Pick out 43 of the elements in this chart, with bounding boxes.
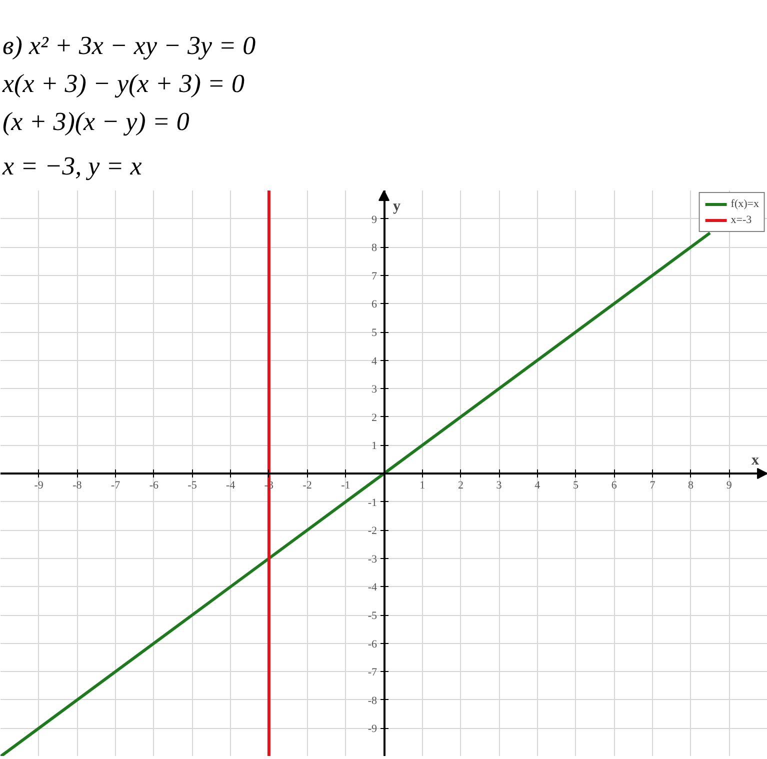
y-tick-label: 2 (372, 412, 377, 424)
y-tick-label: 7 (372, 270, 378, 282)
y-tick-label: 8 (372, 242, 378, 254)
x-tick-label: -4 (226, 480, 236, 492)
x-tick-label: -6 (149, 480, 159, 492)
y-tick-label: -8 (368, 694, 378, 707)
x-tick-label: 9 (726, 480, 732, 492)
text: в) x² + 3x − xy − 3y = 0 (2, 31, 256, 60)
x-tick-label: 5 (573, 480, 579, 492)
legend-label: f(x)=x (730, 198, 759, 210)
x-tick-label: -2 (302, 480, 312, 492)
x-tick-label: -5 (188, 480, 198, 492)
y-tick-label: -6 (368, 638, 378, 650)
x-tick-label: -8 (72, 480, 82, 492)
y-tick-label: -1 (368, 496, 378, 509)
x-tick-label: -9 (34, 480, 44, 492)
x-tick-label: -1 (341, 480, 350, 492)
y-tick-label: 1 (372, 440, 377, 452)
y-tick-label: 6 (372, 298, 378, 311)
y-tick-label: -5 (368, 610, 378, 622)
x-tick-label: 8 (688, 480, 694, 492)
x-tick-label: 4 (534, 480, 541, 492)
x-tick-label: 1 (420, 480, 426, 492)
y-tick-label: -9 (368, 723, 378, 736)
y-tick-label: -2 (368, 525, 378, 538)
y-tick-label: -3 (368, 553, 378, 566)
x-tick-label: 3 (496, 480, 502, 492)
y-tick-label: 5 (372, 327, 378, 339)
y-axis-title: y (393, 198, 401, 214)
legend-label: x=-3 (730, 214, 752, 226)
text: x(x + 3) − y(x + 3) = 0 (2, 69, 244, 98)
y-tick-label: 3 (372, 384, 378, 396)
y-tick-label: -4 (368, 582, 378, 594)
x-tick-label: 7 (650, 480, 656, 492)
x-tick-label: 6 (611, 480, 618, 492)
y-tick-label: -7 (368, 666, 378, 679)
text: x = −3, y = x (2, 152, 142, 180)
x-axis-title: x (752, 452, 760, 468)
y-tick-label: 4 (372, 355, 378, 368)
x-tick-label: 2 (458, 480, 464, 492)
text: (x + 3)(x − y) = 0 (2, 107, 190, 136)
x-tick-label: -7 (110, 480, 121, 492)
y-tick-label: 9 (372, 214, 378, 226)
